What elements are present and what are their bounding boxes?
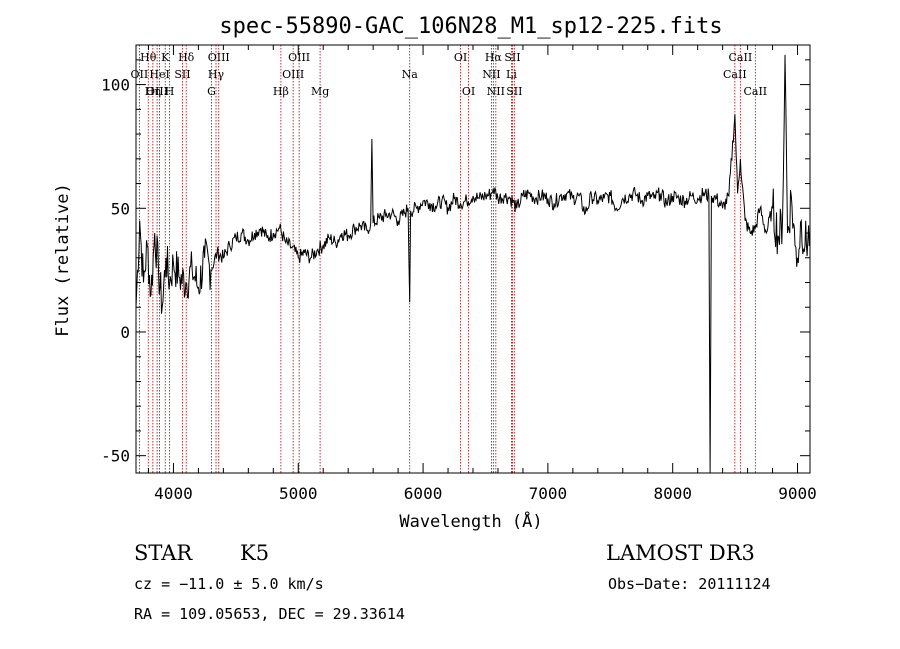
emission-line-label: OIII (208, 51, 230, 64)
emission-line-label: CaII (729, 51, 753, 64)
emission-line-label: Hδ (178, 51, 195, 64)
chart-title: spec-55890-GAC_106N28_M1_sp12-225.fits (219, 14, 722, 39)
emission-line-label: SII (504, 51, 520, 64)
y-tick-label: 0 (120, 323, 130, 342)
x-tick-label: 4000 (154, 484, 193, 503)
spectrum-line (135, 54, 811, 474)
emission-line-label: OIII (146, 85, 168, 98)
x-axis-tick-labels: 4000 5000 6000 7000 8000 9000 (154, 484, 817, 503)
emission-line-label: HeI (149, 68, 169, 81)
subclass-label: K5 (240, 541, 269, 565)
emission-line-label: Hγ (208, 68, 225, 81)
emission-line-label: Hα (485, 51, 503, 64)
emission-line-label: Hθ (140, 51, 157, 64)
emission-line-label: SII (506, 85, 522, 98)
emission-line-label: CaII (743, 85, 767, 98)
y-axis-label: Flux (relative) (53, 183, 73, 337)
emission-line-label: Li (506, 68, 517, 81)
emission-line-label: OIII (288, 51, 310, 64)
x-axis-label: Wavelength (Å) (399, 510, 542, 532)
coords-label: RA = 109.05653, DEC = 29.33614 (134, 605, 405, 623)
y-tick-label: 100 (101, 76, 130, 95)
cz-label: cz = −11.0 ± 5.0 km/s (134, 575, 324, 593)
emission-line-label: Mg (311, 85, 329, 98)
emission-line-label: OIII (282, 68, 304, 81)
x-axis-ticks (147, 45, 799, 473)
emission-line-label: OII (131, 68, 149, 81)
emission-line-label: CaII (723, 68, 747, 81)
emission-line-label: Na (402, 68, 419, 81)
emission-line-label: G (207, 85, 216, 98)
emission-line-label: NII (482, 68, 500, 81)
emission-line-label: Hβ (273, 85, 289, 98)
x-tick-label: 7000 (529, 484, 568, 503)
emission-line-markers (138, 45, 756, 473)
emission-line-label: OI (462, 85, 475, 98)
survey-label: LAMOST DR3 (606, 541, 755, 565)
x-tick-label: 9000 (778, 484, 817, 503)
x-tick-label: 5000 (279, 484, 318, 503)
emission-line-label: OI (454, 51, 467, 64)
obs-date-label: Obs−Date: 20111124 (608, 575, 771, 593)
y-tick-label: -50 (101, 447, 130, 466)
y-tick-label: 50 (111, 199, 130, 218)
emission-line-label: SII (174, 68, 190, 81)
y-axis-ticks (136, 59, 810, 457)
x-tick-label: 8000 (653, 484, 692, 503)
x-tick-label: 6000 (404, 484, 443, 503)
emission-line-label: H (165, 85, 175, 98)
emission-line-label: NII (487, 85, 505, 98)
class-label: STAR (134, 541, 193, 565)
y-axis-tick-labels: -50 0 50 100 (101, 76, 130, 466)
emission-line-label: K (161, 51, 170, 64)
emission-line-label: Hη (145, 85, 161, 98)
